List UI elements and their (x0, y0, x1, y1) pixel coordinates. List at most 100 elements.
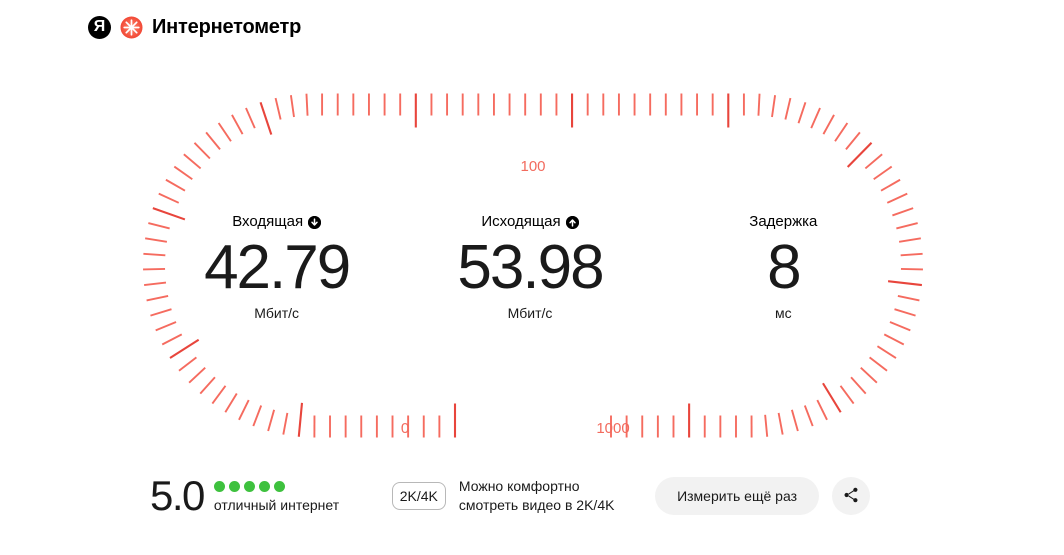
gauge-tick (892, 207, 914, 217)
gauge-major-tick (297, 402, 304, 437)
gauge-tick (864, 153, 883, 170)
gauge-tick (305, 93, 309, 116)
gauge-tick (797, 102, 807, 124)
metric-latency-header: Задержка (749, 212, 817, 232)
measure-again-button[interactable]: Измерить ещё раз (655, 477, 819, 515)
gauge-tick (231, 114, 244, 135)
gauge-major-tick (887, 280, 923, 287)
rating-score: 5.0 (150, 472, 205, 519)
gauge-tick (810, 107, 821, 129)
arrow-down-circle-icon (308, 215, 322, 229)
gauge-tick (211, 385, 227, 405)
asterisk-icon (120, 16, 143, 39)
metric-latency-label: Задержка (749, 213, 818, 230)
gauge-tick (165, 178, 186, 192)
quality-description: Можно комфортно смотреть видео в 2K/4K (459, 477, 615, 515)
rating-block: 5.0 отличный интернет (150, 475, 392, 517)
gauge-tick (155, 321, 177, 332)
gauge-tick (205, 131, 221, 150)
gauge-tick (199, 376, 216, 395)
gauge-tick (158, 192, 180, 204)
gauge-tick (896, 222, 918, 230)
gauge-label-0: 0 (401, 420, 409, 437)
gauge-tick (193, 142, 211, 160)
rating-dot (213, 481, 225, 492)
gauge-tick (238, 399, 250, 421)
gauge-tick (845, 131, 861, 150)
gauge-tick (143, 268, 166, 271)
gauge-tick (900, 268, 923, 271)
gauge-tick (245, 107, 256, 129)
gauge-tick (816, 399, 828, 421)
metric-latency: Задержка 8 мс (657, 212, 910, 321)
gauge-major-tick (152, 207, 186, 221)
gauge-tick (143, 252, 166, 257)
gauge-tick (274, 97, 282, 120)
actions-block: Измерить ещё раз (655, 477, 870, 515)
gauge-major-tick (169, 338, 200, 359)
metric-latency-value: 8 (767, 233, 802, 302)
speed-gauge: 100 0 1000 (78, 88, 988, 443)
gauge-tick (178, 356, 197, 372)
gauge-tick (282, 412, 289, 435)
rating-dot (228, 481, 240, 492)
gauge-tick (146, 295, 169, 302)
gauge-tick (777, 412, 784, 435)
gauge-tick (822, 114, 835, 135)
quality-text-line2: смотреть видео в 2K/4K (458, 497, 615, 513)
metric-upload: Исходящая 53.98 Мбит/с (403, 212, 656, 321)
gauge-tick (834, 122, 849, 142)
gauge-tick (224, 392, 238, 413)
gauge-tick (771, 95, 777, 118)
metric-upload-unit: Мбит/с (507, 305, 553, 322)
arrow-up-circle-icon (565, 215, 579, 229)
rating-dot (243, 481, 255, 492)
metric-download-unit: Мбит/с (254, 305, 300, 322)
app-header: Я Интернетометр (88, 12, 301, 42)
metrics-row: Входящая 42.79 Мбит/с Исходящая 53.98 Мб… (150, 212, 910, 321)
gauge-tick (757, 93, 761, 116)
gauge-tick (850, 376, 867, 395)
gauge-tick (897, 295, 920, 302)
gauge-tick (148, 222, 170, 230)
gauge-tick (764, 414, 769, 437)
gauge-tick (784, 97, 792, 120)
page-title: Интернетометр (152, 15, 302, 38)
share-icon (842, 486, 860, 507)
gauge-tick-group (143, 93, 923, 438)
footer-bar: 5.0 отличный интернет 2K/4K Можно комфор… (150, 468, 870, 524)
metric-upload-value: 53.98 (457, 233, 604, 302)
gauge-tick (144, 281, 167, 286)
gauge-tick (886, 192, 908, 204)
gauge-tick (803, 405, 814, 427)
yandex-logo-icon: Я (88, 15, 111, 39)
quality-badge: 2K/4K (391, 482, 446, 510)
gauge-major-tick (846, 142, 873, 168)
gauge-tick (898, 237, 921, 243)
gauge-tick (889, 321, 911, 332)
gauge-tick (183, 153, 202, 170)
metric-latency-unit: мс (775, 305, 792, 322)
gauge-tick (267, 409, 276, 432)
metric-download: Входящая 42.79 Мбит/с (150, 212, 403, 321)
gauge-label-1000: 1000 (596, 420, 629, 437)
gauge-tick (894, 308, 916, 317)
gauge-ticks: 100 0 1000 (143, 93, 923, 438)
gauge-tick (839, 385, 855, 405)
gauge-tick (876, 345, 897, 359)
metric-upload-label: Исходящая (481, 213, 561, 230)
gauge-tick (217, 122, 232, 142)
share-button[interactable] (832, 477, 870, 515)
gauge-tick (188, 367, 206, 384)
rating-caption: отличный интернет (213, 497, 340, 513)
gauge-tick (790, 409, 799, 432)
gauge-tick (289, 95, 295, 118)
gauge-tick (252, 405, 263, 427)
rating-dot (273, 481, 285, 492)
gauge-tick (869, 356, 888, 372)
quality-block: 2K/4K Можно комфортно смотреть видео в 2… (391, 477, 655, 515)
gauge-tick (900, 252, 923, 257)
gauge-tick (173, 165, 193, 181)
gauge-tick (880, 178, 901, 192)
gauge-label-100: 100 (520, 158, 545, 175)
